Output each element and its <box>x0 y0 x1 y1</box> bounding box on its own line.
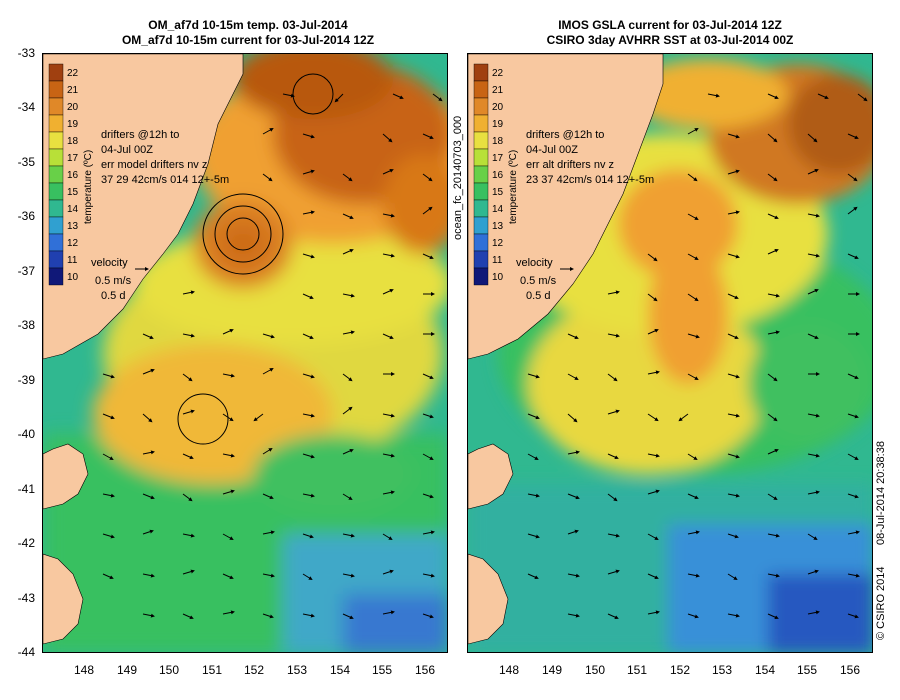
lat-tick: -36 <box>17 209 35 223</box>
colorbar-tick: 16 <box>67 170 79 181</box>
lon-tick: 156 <box>414 663 436 677</box>
colorbar-tick: 20 <box>492 102 504 113</box>
lon-tick: 152 <box>243 663 265 677</box>
lon-tick: 153 <box>711 663 733 677</box>
drifter-annotation: drifters @12h to 04-Jul 00Z err alt drif… <box>516 129 654 302</box>
colorbar-tick: 22 <box>67 68 79 79</box>
lon-tick: 150 <box>158 663 180 677</box>
lon-tick: 154 <box>329 663 351 677</box>
land-mainland <box>43 54 244 360</box>
velocity-arrows <box>102 93 443 620</box>
colorbar-tick: 11 <box>492 255 503 266</box>
colorbar-tick: 22 <box>492 68 504 79</box>
lon-tick: 150 <box>584 663 606 677</box>
left-title-line2: OM_af7d 10-15m current for 03-Jul-2014 1… <box>121 33 375 47</box>
annot-line1: drifters @12h to <box>101 129 179 141</box>
annot-line4: 37 29 42cm/s 014 12+-5m <box>101 174 229 186</box>
left-title: OM_af7d 10-15m temp. 03-Jul-2014 OM_af7d… <box>45 18 451 48</box>
colorbar-tick: 12 <box>492 238 504 249</box>
colorbar-tick: 21 <box>492 85 504 96</box>
land-mainland <box>468 54 664 360</box>
lat-tick: -42 <box>17 536 35 550</box>
annot-line2: 04-Jul 00Z <box>101 144 153 156</box>
lon-tick: 149 <box>116 663 138 677</box>
lat-tick: -34 <box>17 100 35 114</box>
lat-tick: -44 <box>17 645 35 659</box>
left-map-svg: 22 21 20 19 18 17 16 15 14 13 12 11 10 t… <box>43 54 447 652</box>
colorbar-tick: 14 <box>492 204 504 215</box>
velocity-time: 0.5 d <box>101 290 125 302</box>
timestamp-label: 08-Jul-2014 20:38:38 <box>875 441 887 545</box>
colorbar-tick: 17 <box>492 153 504 164</box>
colorbar-title: temperature (ºC) <box>83 150 94 224</box>
colorbar-tick: 21 <box>67 85 79 96</box>
colorbar-tick: 15 <box>67 187 79 198</box>
colorbar-tick: 14 <box>67 204 79 215</box>
lat-tick: -38 <box>17 318 35 332</box>
land-tasmania <box>468 443 514 510</box>
lon-tick: 153 <box>286 663 308 677</box>
temperature-field <box>468 59 872 652</box>
velocity-label: velocity <box>516 257 553 269</box>
colorbar-title: temperature (ºC) <box>508 150 519 224</box>
left-map-panel: 22 21 20 19 18 17 16 15 14 13 12 11 10 t… <box>42 53 448 653</box>
colorbar-tick: 10 <box>67 272 79 283</box>
colorbar-tick: 18 <box>492 136 504 147</box>
land-tasmania-south <box>43 553 84 645</box>
temperature-colorbar: 22 21 20 19 18 17 16 15 14 13 12 11 10 t… <box>48 63 94 286</box>
left-title-line1: OM_af7d 10-15m temp. 03-Jul-2014 <box>148 18 348 32</box>
annot-line3: err alt drifters nv z <box>526 159 614 171</box>
annot-line4: 23 37 42cm/s 014 12+-5m <box>526 174 654 186</box>
lon-tick: 149 <box>541 663 563 677</box>
right-map-svg: 22 21 20 19 18 17 16 15 14 13 12 11 10 t… <box>468 54 872 652</box>
colorbar-tick: 10 <box>492 272 504 283</box>
colorbar-tick: 18 <box>67 136 79 147</box>
temperature-colorbar: 22 21 20 19 18 17 16 15 14 13 12 11 10 t… <box>473 63 519 286</box>
velocity-speed: 0.5 m/s <box>95 275 132 287</box>
lat-tick: -33 <box>17 46 35 60</box>
lat-tick: -43 <box>17 591 35 605</box>
colorbar-tick: 15 <box>492 187 504 198</box>
colorbar-tick: 13 <box>67 221 79 232</box>
colorbar-tick: 19 <box>492 119 504 130</box>
eddy-swirl <box>177 73 334 445</box>
velocity-arrows <box>527 93 868 620</box>
run-id-label: ocean_fc_20140703_000 <box>452 115 464 240</box>
drifter-annotation: drifters @12h to 04-Jul 00Z err model dr… <box>91 129 229 302</box>
colorbar-tick: 16 <box>492 170 504 181</box>
annot-line2: 04-Jul 00Z <box>526 144 578 156</box>
colorbar-tick: 13 <box>492 221 504 232</box>
land-tasmania-south <box>468 553 509 645</box>
lon-tick: 148 <box>498 663 520 677</box>
colorbar-tick: 11 <box>67 255 78 266</box>
right-map-panel: 22 21 20 19 18 17 16 15 14 13 12 11 10 t… <box>467 53 873 653</box>
lat-tick: -40 <box>17 427 35 441</box>
lon-tick: 151 <box>626 663 648 677</box>
colorbar-tick: 12 <box>67 238 79 249</box>
right-title-line1: IMOS GSLA current for 03-Jul-2014 12Z <box>558 18 782 32</box>
annot-line1: drifters @12h to <box>526 129 604 141</box>
lon-tick: 154 <box>754 663 776 677</box>
lon-tick: 156 <box>839 663 861 677</box>
colorbar-tick: 19 <box>67 119 79 130</box>
lat-tick: -35 <box>17 155 35 169</box>
lon-tick: 151 <box>201 663 223 677</box>
land-tasmania <box>43 443 89 510</box>
velocity-label: velocity <box>91 257 128 269</box>
colorbar-tick: 17 <box>67 153 79 164</box>
colorbar-tick: 20 <box>67 102 79 113</box>
right-title-line2: CSIRO 3day AVHRR SST at 03-Jul-2014 00Z <box>546 33 794 47</box>
velocity-speed: 0.5 m/s <box>520 275 557 287</box>
lon-tick: 155 <box>371 663 393 677</box>
lat-tick: -37 <box>17 264 35 278</box>
lat-tick: -39 <box>17 373 35 387</box>
right-title: IMOS GSLA current for 03-Jul-2014 12Z CS… <box>467 18 873 48</box>
copyright-label: © CSIRO 2014 <box>875 566 887 640</box>
lat-tick: -41 <box>17 482 35 496</box>
annot-line3: err model drifters nv z <box>101 159 207 171</box>
lon-tick: 155 <box>796 663 818 677</box>
lon-tick: 148 <box>73 663 95 677</box>
velocity-time: 0.5 d <box>526 290 550 302</box>
lon-tick: 152 <box>669 663 691 677</box>
